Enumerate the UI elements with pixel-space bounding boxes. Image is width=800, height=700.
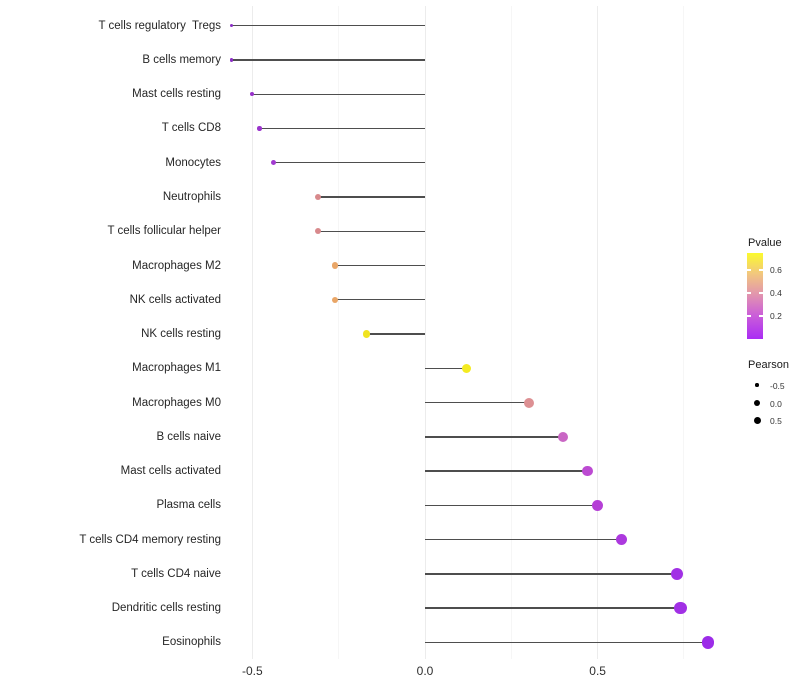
gridline-minor <box>510 6 512 659</box>
lollipop-dot <box>701 636 715 649</box>
lollipop-dot <box>616 533 628 546</box>
colorbar-tick <box>759 315 763 317</box>
colorbar-tick <box>747 292 751 294</box>
y-axis-label: T cells CD4 memory resting <box>79 533 221 546</box>
x-axis-tick-label: 0.5 <box>589 664 606 678</box>
lollipop-dot <box>256 126 262 131</box>
lollipop-dot <box>331 296 339 304</box>
y-axis-label: Mast cells activated <box>120 465 221 478</box>
lollipop-stem <box>425 401 529 404</box>
lollipop-dot <box>671 567 684 580</box>
lollipop-stem <box>317 230 425 232</box>
lollipop-stem <box>425 607 681 609</box>
lollipop-stem <box>252 93 425 95</box>
y-axis-label: Monocytes <box>165 156 221 169</box>
pearson-size-label: 0.5 <box>770 416 782 426</box>
lollipop-dot <box>314 193 322 201</box>
pearson-size-label: -0.5 <box>770 380 785 391</box>
lollipop-stem <box>231 25 425 27</box>
y-axis-label: Eosinophils <box>162 636 221 649</box>
lollipop-dot <box>250 92 255 97</box>
lollipop-stem <box>425 538 622 541</box>
y-axis-label: Neutrophils <box>162 191 221 203</box>
pvalue-legend-title: Pvalue <box>748 237 782 249</box>
colorbar-tick <box>747 315 751 317</box>
lollipop-dot <box>362 330 370 338</box>
lollipop-stem <box>335 299 425 301</box>
gridline-major <box>251 6 253 659</box>
lollipop-stem <box>317 196 425 198</box>
lollipop-dot <box>674 602 687 615</box>
lollipop-dot <box>314 228 322 235</box>
y-axis-label: T cells CD8 <box>161 122 221 135</box>
lollipop-stem <box>425 504 598 507</box>
lollipop-stem <box>425 367 467 369</box>
y-axis-label: Dendritic cells resting <box>111 602 221 615</box>
y-axis-label: Macrophages M1 <box>132 362 221 375</box>
y-axis-label: Mast cells resting <box>132 88 221 101</box>
pvalue-tick-label: 0.6 <box>770 265 782 275</box>
pearson-size-dot <box>753 417 761 424</box>
lollipop-dot <box>557 431 569 443</box>
lollipop-dot <box>461 363 471 373</box>
pearson-size-label: 0.0 <box>770 398 782 409</box>
lollipop-dot <box>229 58 234 62</box>
colorbar-tick <box>759 292 763 294</box>
y-axis-label: Macrophages M0 <box>132 396 221 409</box>
lollipop-stem <box>425 470 588 472</box>
pearson-legend-title: Pearson <box>748 359 789 371</box>
y-axis-label: T cells follicular helper <box>107 225 221 238</box>
y-axis-label: NK cells activated <box>129 293 221 306</box>
y-axis-label: B cells naive <box>156 430 221 443</box>
gridline-major <box>597 6 599 659</box>
y-axis-label: Plasma cells <box>156 499 221 512</box>
lollipop-stem <box>425 573 678 575</box>
lollipop-dot <box>581 465 593 477</box>
lollipop-stem <box>231 59 425 61</box>
pvalue-tick-label: 0.2 <box>770 311 782 321</box>
pvalue-tick-label: 0.4 <box>770 288 782 298</box>
lollipop-dot <box>523 397 534 408</box>
pearson-size-dot <box>755 383 759 387</box>
x-axis-tick-label: 0.0 <box>416 664 434 678</box>
lollipop-stem <box>259 127 425 130</box>
gridline-minor <box>683 6 685 659</box>
lollipop-stem <box>425 641 709 644</box>
lollipop-dot <box>331 262 339 269</box>
lollipop-dot <box>270 160 276 166</box>
lollipop-stem <box>273 162 425 164</box>
gridline-minor <box>338 6 340 659</box>
lollipop-stem <box>366 333 425 335</box>
y-axis-label: T cells CD4 naive <box>131 567 221 580</box>
pearson-size-dot <box>754 400 760 406</box>
lollipop-stem <box>425 436 564 438</box>
lollipop-dot <box>229 23 234 28</box>
y-axis-label: Macrophages M2 <box>132 259 221 272</box>
gridline-major <box>424 6 426 659</box>
x-axis-tick-label: -0.5 <box>242 664 263 678</box>
colorbar-tick <box>759 269 763 271</box>
pvalue-colorbar <box>747 253 763 339</box>
y-axis-label: NK cells resting <box>141 328 221 341</box>
y-axis-label: B cells memory <box>142 53 221 66</box>
colorbar-tick <box>747 269 751 271</box>
y-axis-label: T cells regulatory Tregs <box>98 19 221 32</box>
lollipop-stem <box>335 264 425 267</box>
lollipop-dot <box>592 499 604 511</box>
